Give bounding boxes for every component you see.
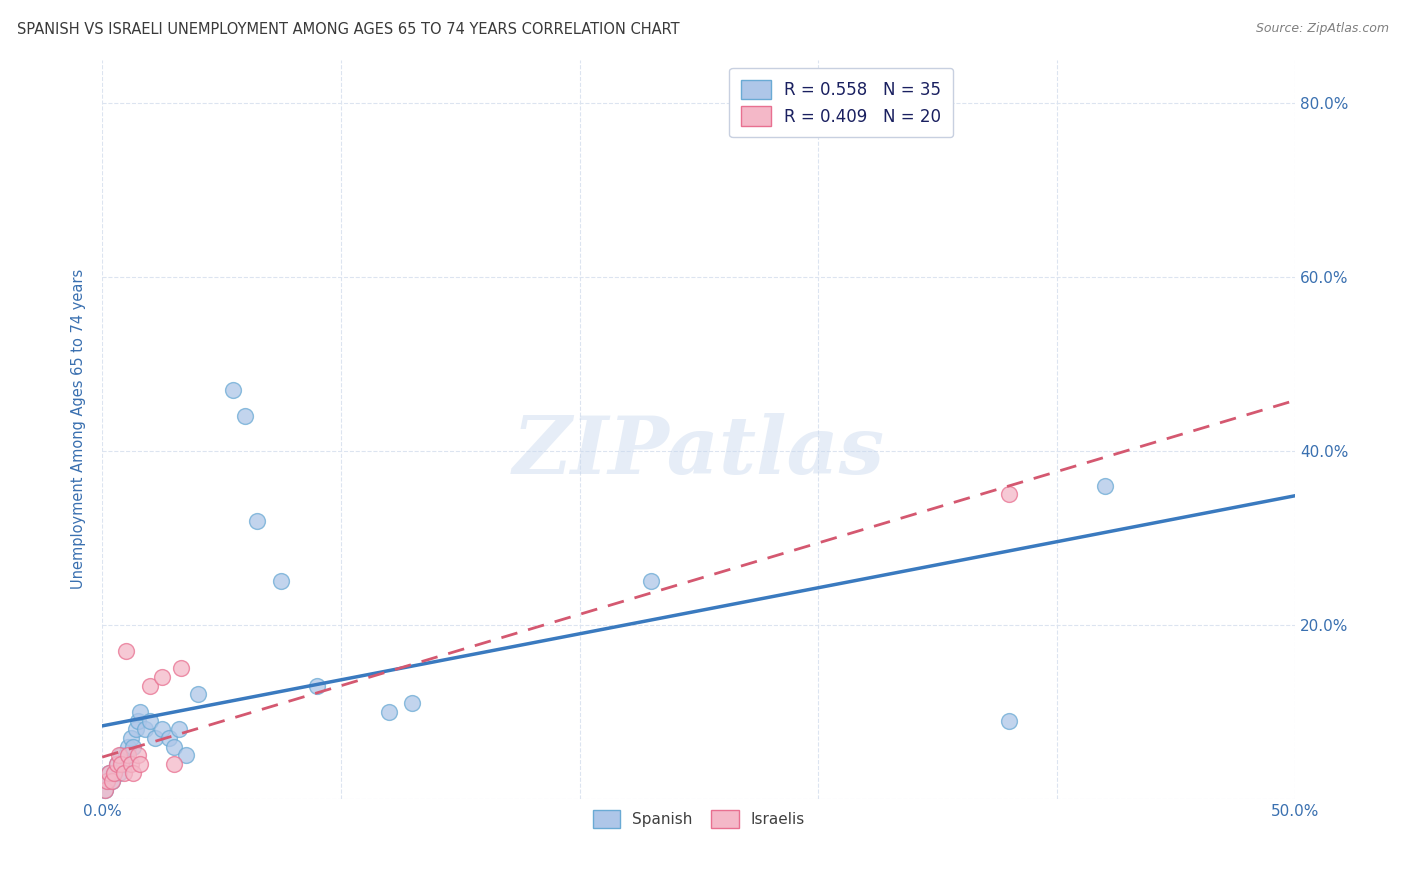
- Point: [134, 723, 156, 737]
- Point: [157, 731, 180, 745]
- Point: [103, 765, 125, 780]
- Point: [108, 748, 131, 763]
- Point: [150, 670, 173, 684]
- Point: [105, 757, 128, 772]
- Point: [170, 661, 193, 675]
- Point: [139, 679, 162, 693]
- Point: [100, 774, 122, 789]
- Point: [124, 723, 146, 737]
- Point: [127, 748, 149, 763]
- Point: [246, 514, 269, 528]
- Text: ZIPatlas: ZIPatlas: [513, 413, 884, 490]
- Point: [98, 765, 121, 780]
- Point: [163, 757, 186, 772]
- Point: [100, 774, 122, 789]
- Point: [167, 723, 190, 737]
- Point: [1094, 479, 1116, 493]
- Text: Source: ZipAtlas.com: Source: ZipAtlas.com: [1256, 22, 1389, 36]
- Text: SPANISH VS ISRAELI UNEMPLOYMENT AMONG AGES 65 TO 74 YEARS CORRELATION CHART: SPANISH VS ISRAELI UNEMPLOYMENT AMONG AG…: [17, 22, 679, 37]
- Point: [98, 765, 121, 780]
- Point: [117, 748, 139, 763]
- Point: [377, 705, 399, 719]
- Point: [401, 696, 423, 710]
- Point: [122, 765, 145, 780]
- Point: [305, 679, 328, 693]
- Point: [122, 739, 145, 754]
- Point: [115, 748, 138, 763]
- Point: [112, 765, 135, 780]
- Point: [110, 748, 132, 763]
- Point: [640, 574, 662, 589]
- Point: [127, 714, 149, 728]
- Point: [235, 409, 257, 424]
- Point: [120, 731, 142, 745]
- Point: [96, 774, 118, 789]
- Point: [108, 765, 131, 780]
- Y-axis label: Unemployment Among Ages 65 to 74 years: Unemployment Among Ages 65 to 74 years: [72, 269, 86, 590]
- Point: [998, 487, 1021, 501]
- Point: [163, 739, 186, 754]
- Point: [96, 774, 118, 789]
- Point: [112, 757, 135, 772]
- Point: [187, 688, 209, 702]
- Legend: Spanish, Israelis: Spanish, Israelis: [585, 803, 813, 836]
- Point: [270, 574, 292, 589]
- Point: [143, 731, 166, 745]
- Point: [139, 714, 162, 728]
- Point: [120, 757, 142, 772]
- Point: [117, 739, 139, 754]
- Point: [129, 757, 152, 772]
- Point: [115, 644, 138, 658]
- Point: [150, 723, 173, 737]
- Point: [93, 783, 115, 797]
- Point: [105, 757, 128, 772]
- Point: [174, 748, 197, 763]
- Point: [103, 765, 125, 780]
- Point: [93, 783, 115, 797]
- Point: [998, 714, 1021, 728]
- Point: [222, 383, 245, 397]
- Point: [110, 757, 132, 772]
- Point: [129, 705, 152, 719]
